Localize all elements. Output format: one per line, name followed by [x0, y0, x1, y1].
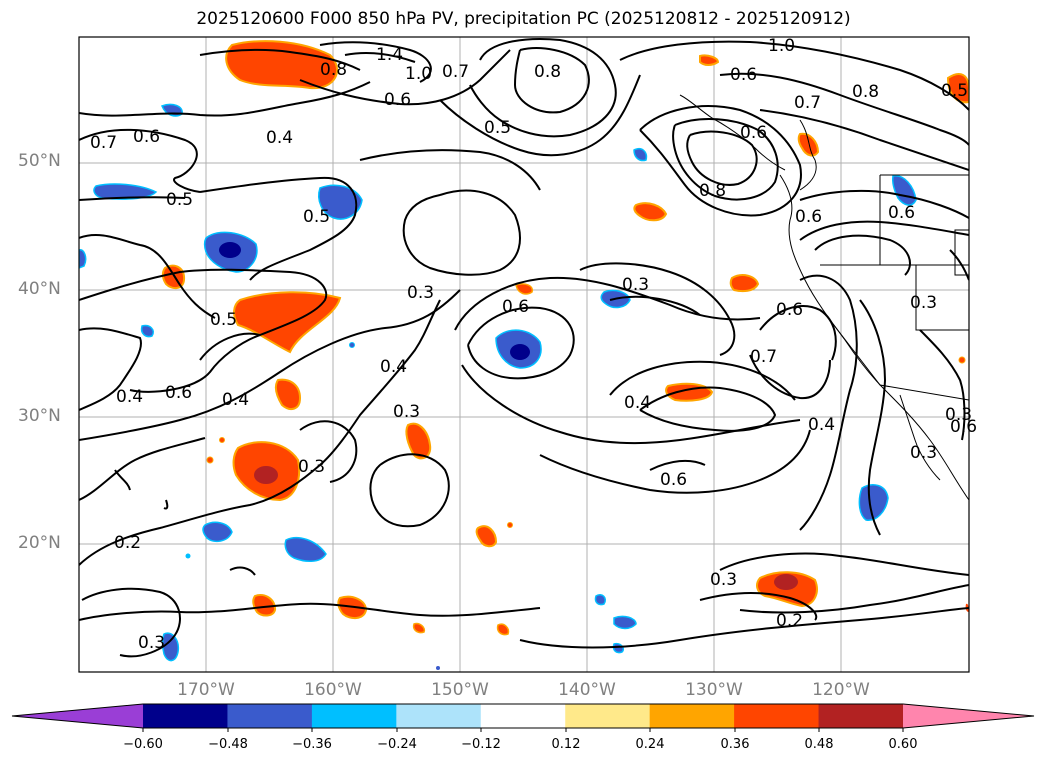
- lon-label-170w: 170°W: [177, 680, 235, 700]
- colorbar-tick-label: 0.48: [804, 737, 834, 752]
- contour-label: 0.4: [808, 415, 835, 435]
- colorbar-tick-label: −0.12: [461, 737, 501, 752]
- colorbar-tick-label: −0.24: [377, 737, 417, 752]
- colorbar-segment: [565, 704, 651, 728]
- colorbar-tick-label: 0.24: [635, 737, 665, 752]
- lon-label-150w: 150°W: [431, 680, 489, 700]
- contour-label: 0.3: [945, 405, 972, 425]
- contour-label: 0.4: [222, 390, 249, 410]
- colorbar-segment: [480, 704, 566, 728]
- precip-negative-areas: [79, 103, 917, 670]
- contour-label: 0.6: [660, 470, 687, 490]
- contour-label: 0.6: [776, 300, 803, 320]
- colorbar-segment: [649, 704, 735, 728]
- colorbar-tick-label: −0.36: [292, 737, 332, 752]
- contour-label: 0.6: [165, 383, 192, 403]
- contour-label: 0.4: [266, 128, 293, 148]
- contour-label: 0.7: [794, 93, 821, 113]
- contour-label: 0.3: [393, 402, 420, 422]
- contour-label: 0.8: [699, 181, 726, 201]
- colorbar-segment: [143, 704, 228, 728]
- contour-labels: 1.4 0.8 1.0 0.7 0.6 0.8 0.5 1.0 0.6 0.7 …: [90, 36, 977, 653]
- contour-label: 0.5: [166, 190, 193, 210]
- contour-label: 0.4: [624, 393, 651, 413]
- contour-label: 0.6: [384, 90, 411, 110]
- contour-label: 0.7: [442, 62, 469, 82]
- contour-label: 0.5: [303, 207, 330, 227]
- contour-label: 0.4: [116, 387, 143, 407]
- contour-label: 0.6: [502, 297, 529, 317]
- lon-label-160w: 160°W: [304, 680, 362, 700]
- map-title: 2025120600 F000 850 hPa PV, precipitatio…: [196, 9, 851, 29]
- contour-label: 0.8: [534, 62, 561, 82]
- colorbar-tick-label: −0.48: [208, 737, 248, 752]
- lat-label-20n: 20°N: [18, 533, 61, 553]
- contour-label: 1.0: [405, 64, 432, 84]
- contour-label: 0.6: [950, 417, 977, 437]
- contour-label: 0.8: [320, 60, 347, 80]
- coastline: [679, 94, 969, 501]
- plot-border: [78, 36, 970, 673]
- contour-label: 0.6: [133, 127, 160, 147]
- contour-label: 0.6: [730, 65, 757, 85]
- contour-label: 0.3: [407, 283, 434, 303]
- contour-label: 0.3: [622, 275, 649, 295]
- colorbar-segment: [734, 704, 820, 728]
- graticule: [79, 37, 969, 672]
- contour-label: 0.3: [298, 457, 325, 477]
- colorbar: [11, 703, 1035, 732]
- contour-label: 0.5: [484, 118, 511, 138]
- colorbar-tick-label: 0.60: [888, 737, 918, 752]
- lat-label-30n: 30°N: [18, 406, 61, 426]
- contour-label: 0.6: [795, 207, 822, 227]
- contour-label: 0.3: [910, 293, 937, 313]
- contour-label: 0.5: [210, 310, 237, 330]
- contour-label: 0.5: [941, 81, 968, 101]
- contour-label: 0.3: [138, 633, 165, 653]
- contour-label: 0.7: [90, 133, 117, 153]
- colorbar-segment: [396, 704, 482, 728]
- contour-label: 0.6: [888, 203, 915, 223]
- contour-label: 0.8: [852, 82, 879, 102]
- contour-label: 0.7: [750, 347, 777, 367]
- contour-label: 0.6: [740, 123, 767, 143]
- contour-label: 0.4: [380, 357, 407, 377]
- lon-label-130w: 130°W: [685, 680, 743, 700]
- lon-label-140w: 140°W: [558, 680, 616, 700]
- lon-label-120w: 120°W: [812, 680, 870, 700]
- contour-label: 0.3: [710, 570, 737, 590]
- contour-label: 0.3: [910, 443, 937, 463]
- colorbar-extend-low: [12, 704, 143, 728]
- lat-label-40n: 40°N: [18, 279, 61, 299]
- colorbar-extend-high: [903, 704, 1034, 728]
- colorbar-tick-label: 0.12: [551, 737, 581, 752]
- colorbar-tick-label: 0.36: [720, 737, 750, 752]
- contour-label: 1.4: [376, 45, 403, 65]
- colorbar-segment: [227, 704, 313, 728]
- contour-label: 0.2: [114, 533, 141, 553]
- contour-label: 0.2: [776, 611, 803, 631]
- lat-label-50n: 50°N: [18, 151, 61, 171]
- precip-positive-areas: [161, 40, 969, 636]
- contour-label: 1.0: [768, 36, 795, 56]
- colorbar-segment: [311, 704, 397, 728]
- colorbar-tick-label: −0.60: [123, 737, 163, 752]
- colorbar-segment: [818, 704, 904, 728]
